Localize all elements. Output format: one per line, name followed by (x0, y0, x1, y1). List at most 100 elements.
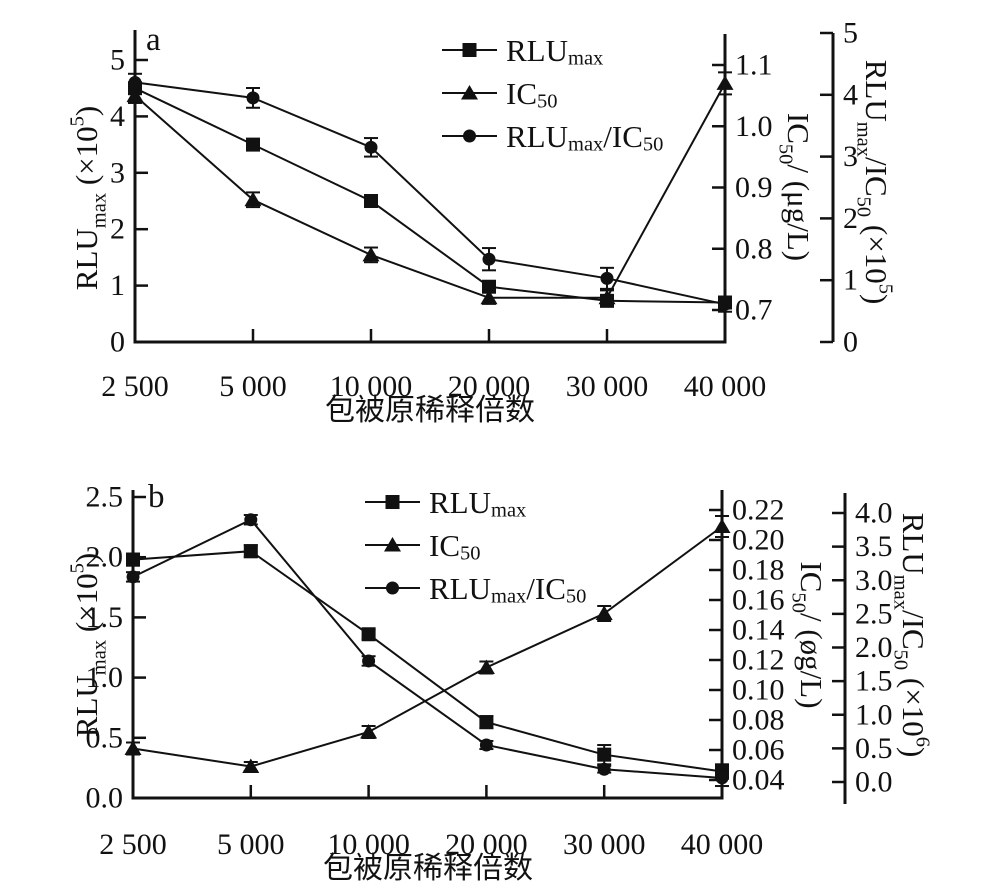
legend-label: IC50 (429, 528, 481, 565)
ic50-tick-label: 1.1 (735, 49, 773, 82)
ratio-tick-label: 0.5 (855, 732, 893, 765)
series-line (134, 81, 726, 306)
data-point-square (361, 627, 376, 642)
data-point-triangle (126, 87, 144, 103)
legend-label: RLUmax/IC50 (506, 119, 663, 156)
ic50-tick-label: 0.7 (735, 294, 773, 327)
x-axis-title: 包被原稀释倍数 (325, 394, 535, 427)
data-point-circle (482, 252, 496, 266)
left-tick-label: 1.5 (86, 601, 124, 634)
x-tick-label: 10 000 (330, 370, 413, 403)
data-point-circle (126, 570, 140, 584)
ic50-axis-label: IC50/ (μg/L) (775, 113, 816, 261)
ratio-tick-label: 2.0 (855, 631, 893, 664)
data-point-circle (246, 91, 260, 105)
series-rlu-max-ic-50 (126, 513, 729, 788)
ic50-tick-label: 1.0 (735, 110, 773, 143)
ratio-tick-label: 0 (843, 326, 858, 359)
ratio-tick-label: 2.5 (855, 597, 893, 630)
legend-label: RLUmax (429, 485, 526, 522)
x-tick-label: 5 000 (219, 370, 287, 403)
series-line (132, 518, 723, 779)
x-tick-label: 10 000 (327, 828, 410, 861)
legend-label: RLUmax (506, 33, 603, 70)
left-tick-label: 0 (110, 326, 125, 359)
left-tick-label: 1 (110, 269, 125, 302)
series-line (132, 525, 723, 768)
axes: 0.00.51.01.52.02.52 500 5 000 10 000 20 000… (66, 481, 933, 886)
ic50-tick-label: 0.8 (735, 232, 773, 265)
series-line (134, 87, 726, 304)
legend-item: IC50 (365, 528, 481, 565)
legend-marker-triangle (461, 85, 478, 100)
data-point-triangle (124, 740, 142, 755)
data-point-triangle (360, 724, 378, 739)
left-axis-label: RLUmax (×105) (66, 553, 110, 737)
x-tick-label: 2 500 (99, 828, 167, 861)
left-axis-label: RLUmax (×105) (66, 106, 110, 290)
ic50-tick-label: 0.12 (732, 644, 785, 677)
data-point-square (479, 715, 494, 730)
panel-label: b (148, 479, 165, 515)
x-tick-label: 30 000 (563, 828, 646, 861)
legend-marker-square (385, 495, 400, 509)
left-tick-label: 5 (110, 44, 125, 77)
left-tick-label: 2 (110, 213, 125, 246)
data-point-square (246, 137, 260, 152)
legend-item: RLUmax (365, 485, 526, 522)
left-tick-label: 2.0 (86, 541, 124, 574)
data-point-triangle (362, 246, 380, 262)
legend-item: RLUmax/IC50 (365, 571, 586, 608)
ic50-axis-label: IC50/ (øg/L) (788, 561, 829, 708)
legend-marker-triangle (384, 537, 401, 552)
ratio-axis-label: RLUmax/IC50 (×105) (853, 60, 897, 305)
ratio-tick-label: 3 (843, 140, 858, 173)
ratio-tick-label: 3.5 (855, 530, 893, 563)
legend-marker-circle (463, 129, 476, 143)
legend-marker-square (462, 43, 477, 57)
left-tick-label: 2.5 (86, 481, 124, 514)
left-tick-label: 3 (110, 156, 125, 189)
data-point-circle (244, 513, 258, 527)
x-tick-label: 20 000 (448, 370, 531, 403)
chart-panel-b: 0.00.51.01.52.02.52 500 5 000 10 000 20 000… (66, 479, 933, 886)
legend-label: RLUmax/IC50 (429, 571, 586, 608)
left-tick-label: 0.0 (86, 782, 124, 815)
x-tick-label: 30 000 (566, 370, 649, 403)
series-rlu-max (126, 544, 729, 780)
ratio-tick-label: 1.0 (855, 698, 893, 731)
x-tick-label: 20 000 (445, 828, 528, 861)
data-point-circle (364, 140, 378, 154)
data-point-square (243, 544, 258, 559)
x-tick-label: 40 000 (684, 370, 767, 403)
data-point-circle (715, 771, 729, 785)
data-point-square (364, 194, 378, 208)
data-point-triangle (716, 75, 734, 90)
ic50-tick-label: 0.10 (732, 674, 785, 707)
data-point-triangle (477, 659, 495, 674)
data-point-circle (718, 297, 732, 311)
x-axis-title: 包被原稀释倍数 (323, 852, 533, 885)
ic50-tick-label: 0.08 (732, 704, 785, 737)
legend-item: IC50 (442, 76, 558, 112)
series-line (134, 82, 726, 299)
data-point-triangle (598, 289, 616, 305)
ic50-tick-label: 0.18 (732, 554, 785, 587)
ic50-tick-label: 0.9 (735, 171, 773, 204)
left-tick-label: 4 (110, 100, 125, 133)
panel-label: a (146, 22, 161, 58)
ratio-tick-label: 2 (843, 202, 858, 235)
ic50-tick-label: 0.04 (732, 764, 785, 797)
data-point-circle (600, 271, 614, 285)
ratio-tick-label: 1.5 (855, 665, 893, 698)
series-rlu-max-ic-50 (128, 72, 732, 313)
x-tick-label: 2 500 (101, 370, 169, 403)
legend: RLUmax IC50 RLUmax/IC50 (365, 485, 586, 608)
data-point-triangle (595, 605, 613, 620)
data-point-circle (479, 738, 493, 752)
ic50-tick-label: 0.20 (732, 524, 785, 557)
data-point-triangle (244, 191, 262, 207)
ratio-tick-label: 5 (843, 17, 858, 50)
legend: RLUmax IC50 RLUmax/IC50 (442, 33, 663, 156)
